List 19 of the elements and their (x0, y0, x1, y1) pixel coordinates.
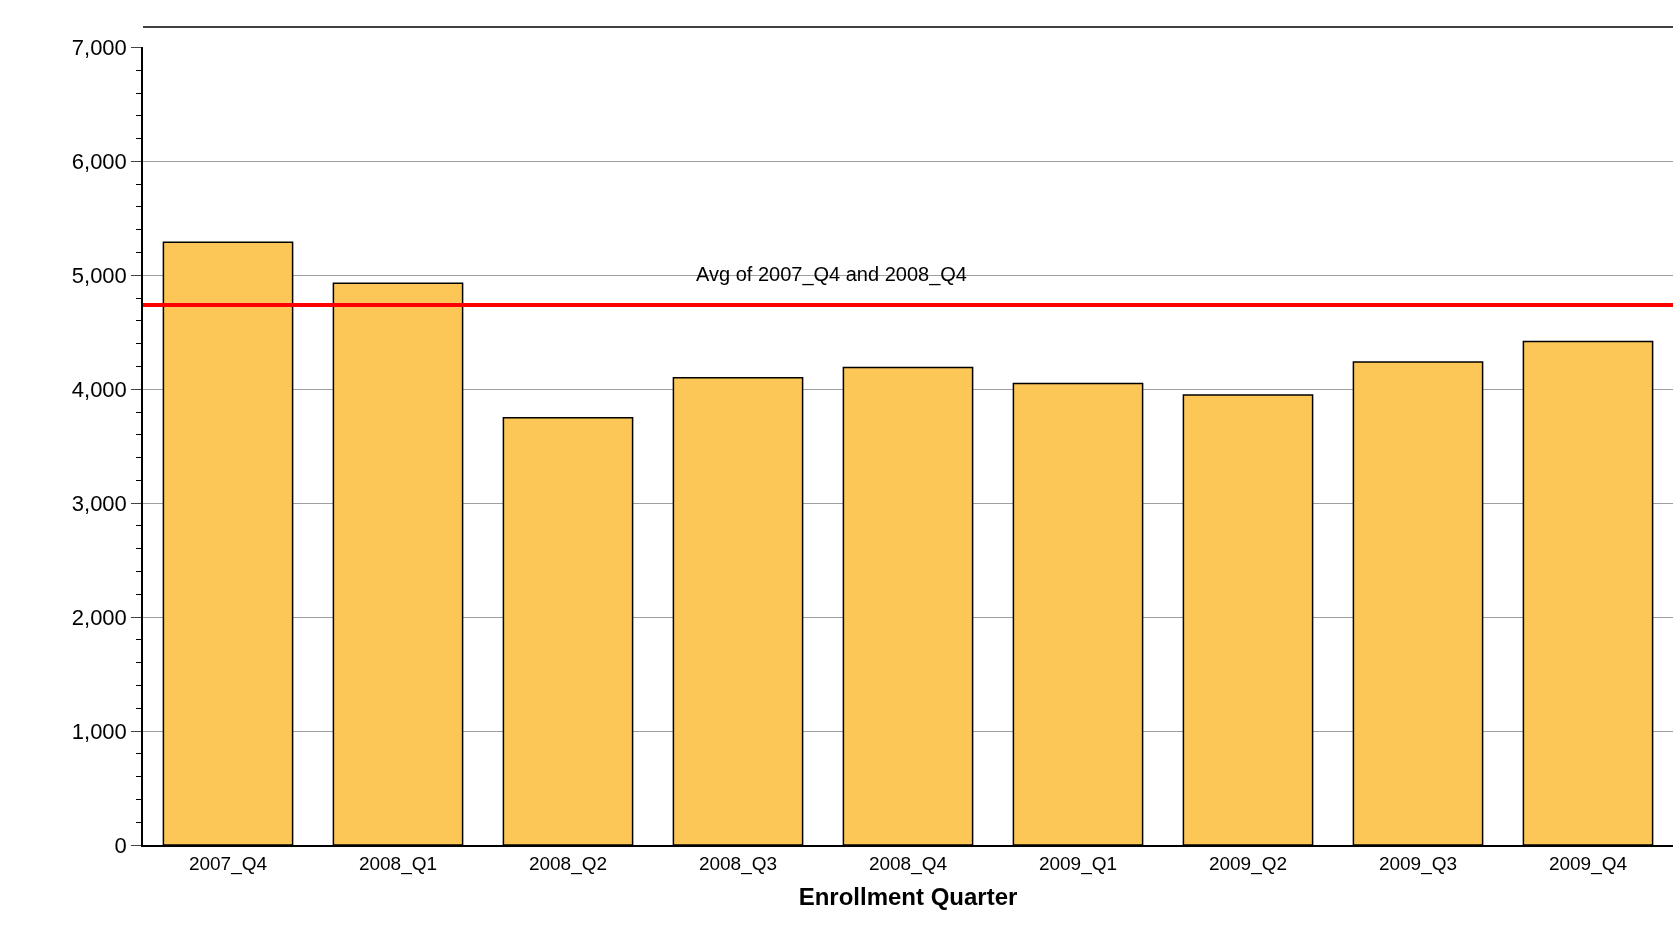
x-tick-label: 2009_Q3 (1378, 852, 1458, 875)
y-tick-label: 2,000 (71, 604, 127, 630)
x-tick-label: 2009_Q2 (1208, 852, 1288, 875)
x-axis-title: Enrollment Quarter (798, 883, 1018, 911)
x-tick-label: 2008_Q4 (868, 852, 948, 875)
x-tick-label: 2009_Q1 (1038, 852, 1118, 875)
x-tick-label: 2008_Q3 (698, 852, 778, 875)
y-tick-label: 5,000 (71, 263, 127, 289)
ref-line-label: Avg of 2007_Q4 and 2008_Q4 (696, 263, 967, 286)
y-tick-label: 7,000 (71, 35, 127, 61)
y-tick-label: 0 (114, 832, 127, 858)
x-tick-label: 2008_Q1 (358, 852, 438, 875)
x-tick-label: 2007_Q4 (188, 852, 268, 875)
y-tick-label: 6,000 (71, 149, 127, 175)
y-tick-label: 4,000 (71, 376, 127, 402)
y-tick-label: 3,000 (71, 490, 127, 516)
y-tick-label: 1,000 (71, 718, 127, 744)
x-tick-label: 2009_Q4 (1548, 852, 1628, 875)
x-tick-label: 2008_Q2 (528, 852, 608, 875)
